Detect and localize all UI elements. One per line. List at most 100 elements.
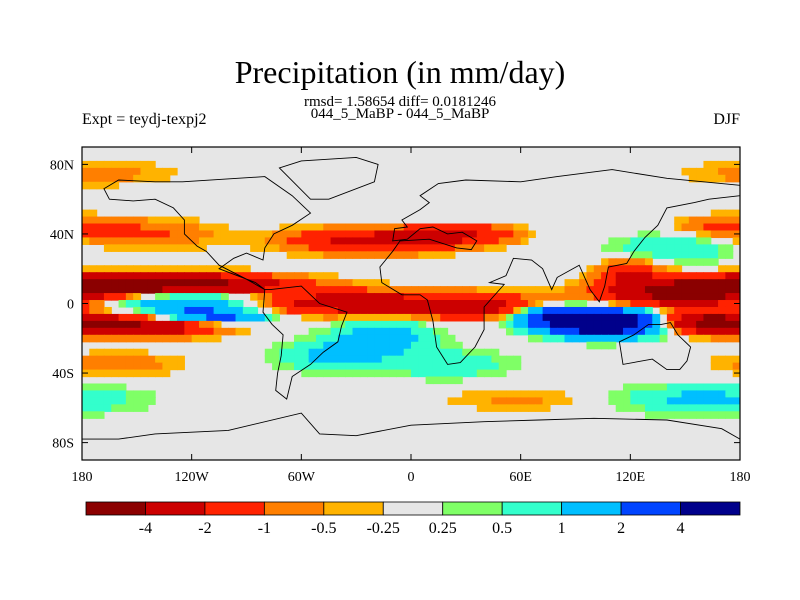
field-cell: [725, 397, 734, 405]
field-cell: [520, 293, 529, 301]
field-cell: [140, 279, 149, 287]
field-cell: [637, 306, 646, 315]
field-cell: [352, 348, 361, 357]
field-cell: [206, 320, 215, 329]
field-cell: [308, 230, 317, 239]
field-cell: [301, 334, 310, 343]
field-cell: [191, 244, 200, 252]
field-cell: [644, 411, 653, 419]
field-cell: [469, 300, 478, 308]
field-cell: [191, 223, 200, 232]
lat-tick-label: 40S: [52, 367, 74, 382]
field-cell: [111, 279, 120, 287]
field-cell: [659, 279, 668, 287]
field-cell: [725, 174, 734, 183]
field-cell: [133, 244, 142, 252]
field-cell: [411, 223, 419, 232]
field-cell: [103, 216, 112, 225]
field-cell: [206, 237, 215, 245]
field-cell: [177, 216, 185, 225]
field-cell: [286, 362, 295, 371]
field-cell: [315, 230, 324, 239]
field-cell: [235, 237, 244, 245]
field-cell: [469, 397, 478, 405]
field-cell: [710, 223, 719, 232]
field-cell: [103, 397, 112, 405]
field-cell: [381, 251, 390, 259]
colorbar-label: 2: [617, 520, 625, 537]
field-cell: [484, 306, 493, 315]
field-cell: [688, 244, 697, 252]
field-cell: [111, 216, 120, 225]
field-cell: [425, 237, 434, 245]
field-cell: [155, 237, 164, 245]
field-cell: [703, 279, 712, 287]
field-cell: [688, 286, 697, 294]
field-cell: [389, 327, 397, 336]
field-cell: [323, 237, 332, 245]
field-cell: [96, 223, 105, 232]
field-cell: [674, 327, 683, 336]
field-cell: [198, 237, 207, 245]
field-cell: [352, 279, 361, 287]
field-cell: [133, 397, 142, 405]
field-cell: [162, 286, 171, 294]
field-cell: [615, 244, 624, 252]
field-cell: [710, 362, 719, 371]
colorbar-swatch: [561, 501, 622, 516]
field-cell: [155, 320, 164, 329]
colorbar-swatch: [501, 501, 563, 516]
field-cell: [644, 300, 653, 308]
field-cell: [732, 272, 740, 280]
field-cell: [337, 237, 346, 245]
field-cell: [718, 216, 726, 225]
field-cell: [608, 265, 617, 273]
experiment-subtitle: 044_5_MaBP - 044_5_MaBP: [310, 106, 490, 122]
field-cell: [330, 251, 339, 259]
field-cell: [725, 265, 734, 273]
field-cell: [593, 327, 602, 336]
field-cell: [703, 167, 712, 176]
field-cell: [330, 313, 339, 322]
field-cell: [118, 383, 127, 392]
field-cell: [330, 300, 339, 308]
field-cell: [447, 334, 456, 343]
field-cell: [352, 327, 361, 336]
field-cell: [710, 174, 719, 183]
field-cell: [169, 355, 178, 364]
field-cell: [703, 390, 712, 398]
field-cell: [498, 306, 507, 315]
colorbar-label: -0.25: [367, 520, 400, 537]
field-cell: [133, 300, 142, 308]
field-cell: [169, 362, 178, 371]
field-cell: [630, 383, 639, 392]
north-america-outline: [103, 176, 312, 290]
field-cell: [162, 244, 171, 252]
field-cell: [118, 390, 127, 398]
field-cell: [381, 306, 390, 315]
field-cell: [630, 334, 639, 343]
field-cell: [96, 313, 105, 322]
field-cell: [411, 369, 419, 378]
field-cell: [469, 362, 478, 371]
field-cell: [96, 216, 105, 225]
field-cell: [411, 362, 419, 371]
field-cell: [89, 390, 98, 398]
field-cell: [315, 237, 324, 245]
field-cell: [147, 327, 156, 336]
field-cell: [308, 223, 317, 232]
field-cell: [155, 293, 164, 301]
field-cell: [396, 293, 405, 301]
field-cell: [220, 300, 229, 308]
field-cell: [696, 397, 705, 405]
field-cell: [674, 293, 683, 301]
field-cell: [666, 251, 675, 259]
field-cell: [89, 230, 98, 239]
field-cell: [403, 306, 412, 315]
field-cell: [506, 404, 514, 412]
field-cell: [191, 279, 200, 287]
field-cell: [674, 390, 683, 398]
field-cell: [681, 272, 690, 280]
field-cell: [666, 286, 675, 294]
field-cell: [337, 223, 346, 232]
